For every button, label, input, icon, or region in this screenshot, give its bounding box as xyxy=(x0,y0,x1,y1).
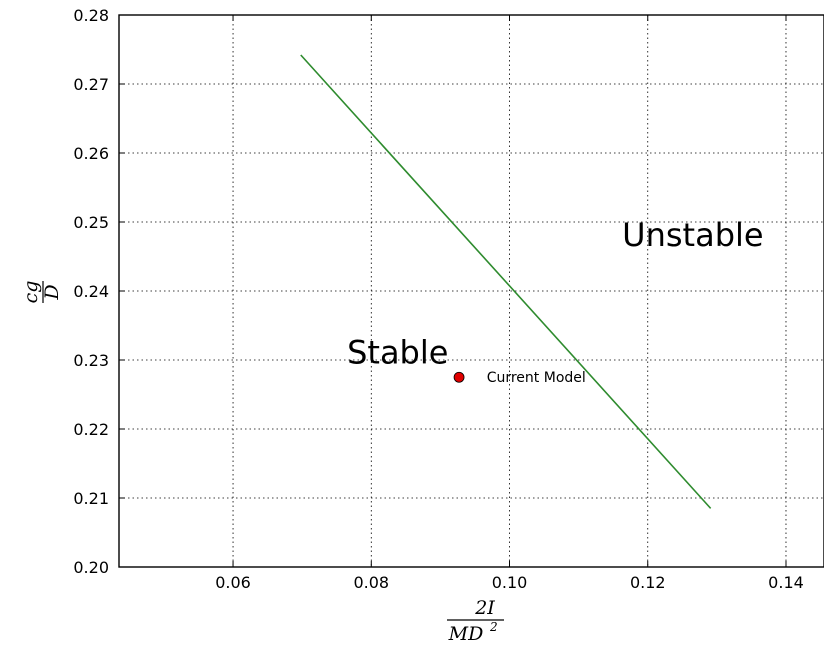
y-axis-label-denominator: D xyxy=(41,284,63,300)
x-tick-label: 0.06 xyxy=(215,573,251,592)
annotation-label: Stable xyxy=(347,333,448,371)
x-tick-label: 0.08 xyxy=(353,573,389,592)
annotation-label: Unstable xyxy=(622,216,763,254)
y-tick-label: 0.25 xyxy=(73,213,109,232)
y-tick-label: 0.21 xyxy=(73,489,109,508)
ticks: 0.06 0.08 0.10 0.12 0.14 0.20 0.21 0.22 0.23 0.24… xyxy=(73,6,803,592)
x-tick-label: 0.12 xyxy=(630,573,666,592)
y-axis-label-numerator: cg xyxy=(20,281,42,304)
annotation-label: Current Model xyxy=(487,370,586,386)
x-axis-label: 2I MD 2 xyxy=(447,597,504,645)
y-tick-label: 0.27 xyxy=(73,75,109,94)
x-tick-label: 0.14 xyxy=(768,573,804,592)
x-axis-label-denominator: MD xyxy=(448,623,484,645)
y-tick-label: 0.22 xyxy=(73,420,109,439)
y-tick-label: 0.23 xyxy=(73,351,109,370)
series-line xyxy=(300,54,712,509)
data-point xyxy=(453,371,465,383)
series-layer xyxy=(300,54,712,509)
y-tick-label: 0.28 xyxy=(73,6,109,25)
annotations: Unstable Stable Current Model xyxy=(347,216,764,386)
x-tick-label: 0.10 xyxy=(492,573,528,592)
y-tick-label: 0.26 xyxy=(73,144,109,163)
x-axis-label-numerator: 2I xyxy=(474,597,495,619)
x-axis-label-exponent: 2 xyxy=(489,620,498,634)
y-tick-label: 0.20 xyxy=(73,558,109,577)
y-axis-label: cg D xyxy=(20,281,63,304)
y-tick-label: 0.24 xyxy=(73,282,109,301)
